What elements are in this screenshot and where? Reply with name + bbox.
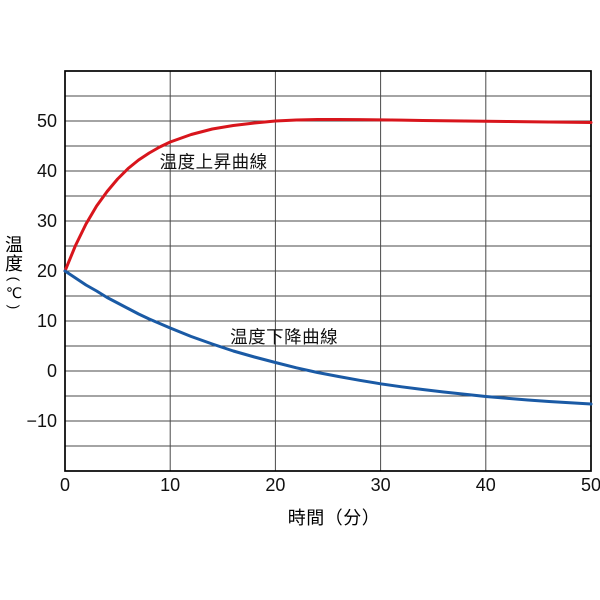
y-axis-title-char: 温 [5,235,23,255]
rise-curve-label: 温度上昇曲線 [159,152,268,172]
x-tick-label: 30 [370,475,391,495]
y-tick-label: 30 [36,211,57,231]
y-tick-label: −10 [26,411,57,431]
fall-curve-label: 温度下降曲線 [230,326,339,347]
y-tick-label: 20 [36,261,57,281]
y-tick-label: 10 [36,311,57,331]
y-axis-title-char: 度 [5,254,23,274]
x-tick-label: 20 [265,475,286,495]
y-axis-title-unit: ℃ [5,286,23,302]
x-axis-title: 時間（分） [287,508,381,528]
x-tick-label: 50 [580,475,600,495]
x-tick-label: 10 [160,475,181,495]
temperature-fall-curve [63,269,593,406]
y-tick-label: 0 [46,361,57,381]
temperature-rise-curve [63,118,593,273]
y-axis-title-paren-close: ) [5,304,22,310]
y-tick-label: 40 [36,161,57,181]
x-tick-label: 40 [475,475,496,495]
x-tick-label: 0 [59,475,70,495]
y-axis-title: 温 度 ( ℃ ) [2,236,26,312]
y-tick-label: 50 [36,111,57,131]
